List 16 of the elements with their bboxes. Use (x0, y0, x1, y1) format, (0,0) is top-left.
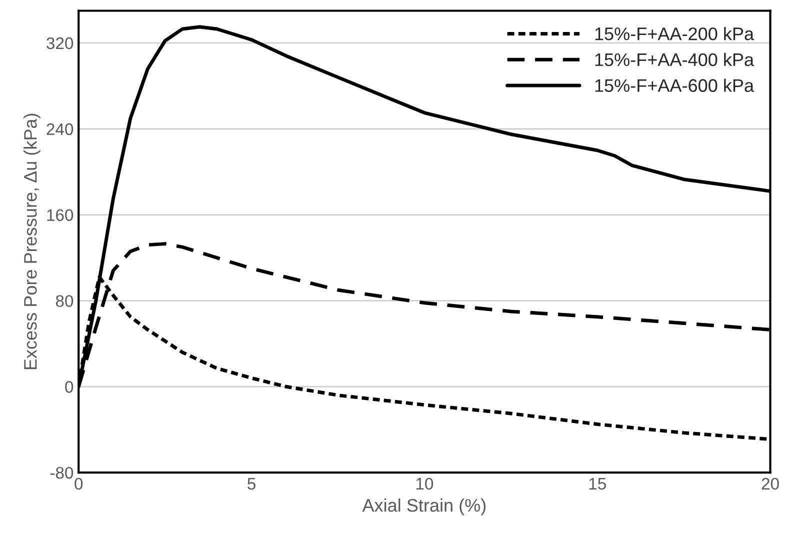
x-tick-label: 20 (762, 478, 779, 490)
y-tick-label: -80 (50, 466, 74, 479)
x-tick-label: 15 (589, 478, 606, 490)
y-tick-label: 320 (46, 37, 74, 50)
legend-label: 15%-F+AA-200 kPa (595, 26, 754, 40)
legend-label: 15%-F+AA-400 kPa (595, 52, 754, 66)
x-tick-label: 10 (416, 478, 434, 490)
x-tick-label: 0 (74, 478, 83, 490)
y-tick-label: 80 (56, 295, 74, 307)
x-tick-label: 5 (248, 478, 256, 490)
y-tick-label: 240 (46, 123, 74, 136)
y-tick-label: 0 (65, 381, 74, 393)
x-axis-title: Axial Strain (%) (362, 498, 486, 516)
y-axis-title: Excess Pore Pressure, Δu (kPa) (24, 114, 40, 370)
legend-label: 15%-F+AA-600 kPa (595, 78, 754, 92)
y-tick-label: 160 (47, 209, 74, 222)
